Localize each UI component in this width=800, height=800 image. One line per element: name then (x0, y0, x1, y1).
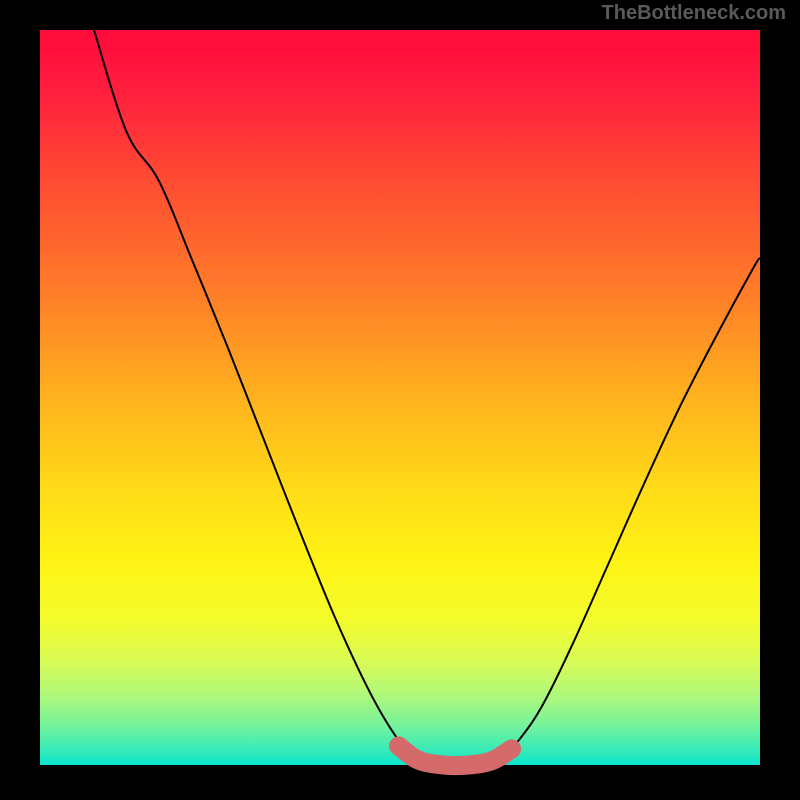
watermark-text: TheBottleneck.com (602, 2, 786, 25)
bottleneck-chart (0, 0, 800, 800)
chart-container: TheBottleneck.com (0, 0, 800, 800)
plot-background (40, 30, 760, 765)
